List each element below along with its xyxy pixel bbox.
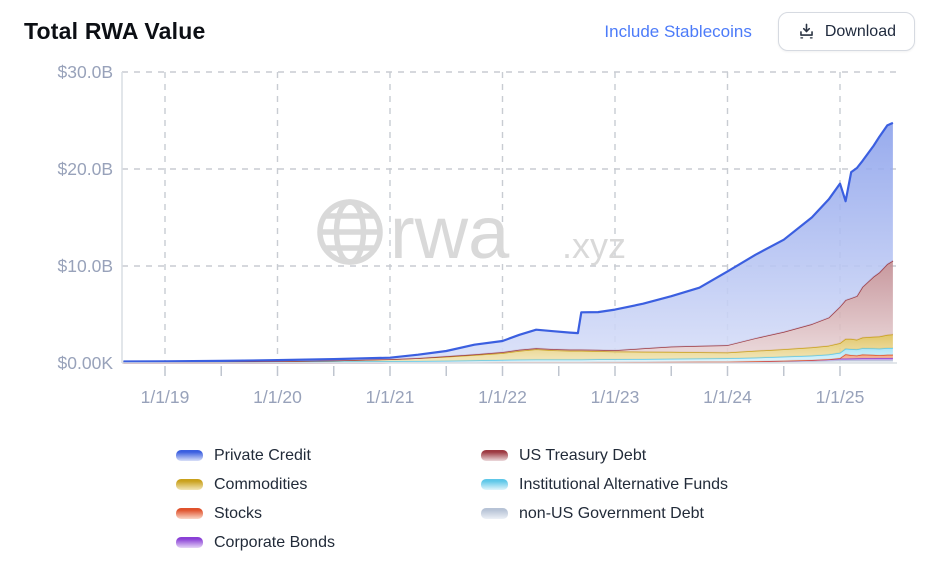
legend-swatch-commodities — [176, 479, 203, 490]
legend-swatch-private-credit — [176, 450, 203, 461]
x-axis-label: 1/1/20 — [253, 387, 302, 407]
watermark-brand-text: rwa — [390, 191, 510, 274]
legend-label: Commodities — [214, 475, 308, 493]
legend-label: Institutional Alternative Funds — [519, 475, 729, 493]
chart-header: Total RWA Value Include Stablecoins Down… — [24, 12, 915, 51]
watermark-suffix-text: .xyz — [562, 225, 626, 266]
x-axis-label: 1/1/19 — [141, 387, 190, 407]
legend-item-institutional-alternative-funds: Institutional Alternative Funds — [481, 476, 728, 494]
legend-swatch-institutional-alternative-funds — [481, 479, 508, 490]
y-axis-label: $10.0B — [58, 256, 113, 276]
legend-swatch-corporate-bonds — [176, 537, 203, 548]
y-axis-label: $0.00K — [58, 353, 114, 373]
legend-swatch-us-treasury-debt — [481, 450, 508, 461]
legend-label: US Treasury Debt — [519, 446, 647, 464]
y-axis-label: $20.0B — [58, 159, 113, 179]
x-axis-label: 1/1/25 — [816, 387, 865, 407]
chart-legend: Private Credit Commodities Stocks Corporate… — [176, 441, 728, 557]
download-icon — [797, 22, 816, 41]
area-series-private-credit — [123, 122, 893, 363]
download-button[interactable]: Download — [777, 12, 915, 51]
line-series-private-credit — [123, 121, 894, 363]
x-axis-label: 1/1/24 — [703, 387, 752, 407]
legend-label: Stocks — [214, 504, 263, 522]
download-button-label: Download — [824, 22, 896, 40]
header-actions: Include Stablecoins Download — [604, 12, 915, 51]
chart-plot-area[interactable] — [122, 72, 897, 363]
x-axis-label: 1/1/22 — [478, 387, 527, 407]
rwa-area-chart[interactable]: rwa .xyz $0.00K $10.0B $20.0B $30.0B 1/1/19 1/1… — [0, 55, 931, 420]
legend-item-stocks: Stocks — [176, 505, 481, 523]
legend-swatch-non-us-government-debt — [481, 508, 508, 519]
x-axis-label: 1/1/23 — [591, 387, 640, 407]
x-axis-label: 1/1/21 — [366, 387, 415, 407]
legend-item-us-treasury-debt: US Treasury Debt — [481, 447, 728, 465]
legend-item-non-us-government-debt: non-US Government Debt — [481, 505, 728, 523]
y-axis-label: $30.0B — [58, 62, 113, 82]
legend-label: Private Credit — [214, 446, 311, 464]
legend-item-corporate-bonds: Corporate Bonds — [176, 534, 481, 552]
include-stablecoins-link[interactable]: Include Stablecoins — [604, 21, 752, 41]
legend-label: non-US Government Debt — [519, 504, 704, 522]
legend-swatch-stocks — [176, 508, 203, 519]
area-series-commodities — [123, 334, 893, 362]
legend-item-commodities: Commodities — [176, 476, 481, 494]
legend-label: Corporate Bonds — [214, 533, 335, 551]
page-title: Total RWA Value — [24, 18, 206, 44]
area-series-institutional-alternative-funds — [123, 348, 893, 363]
legend-item-private-credit: Private Credit — [176, 447, 481, 465]
watermark: rwa .xyz — [317, 191, 626, 274]
